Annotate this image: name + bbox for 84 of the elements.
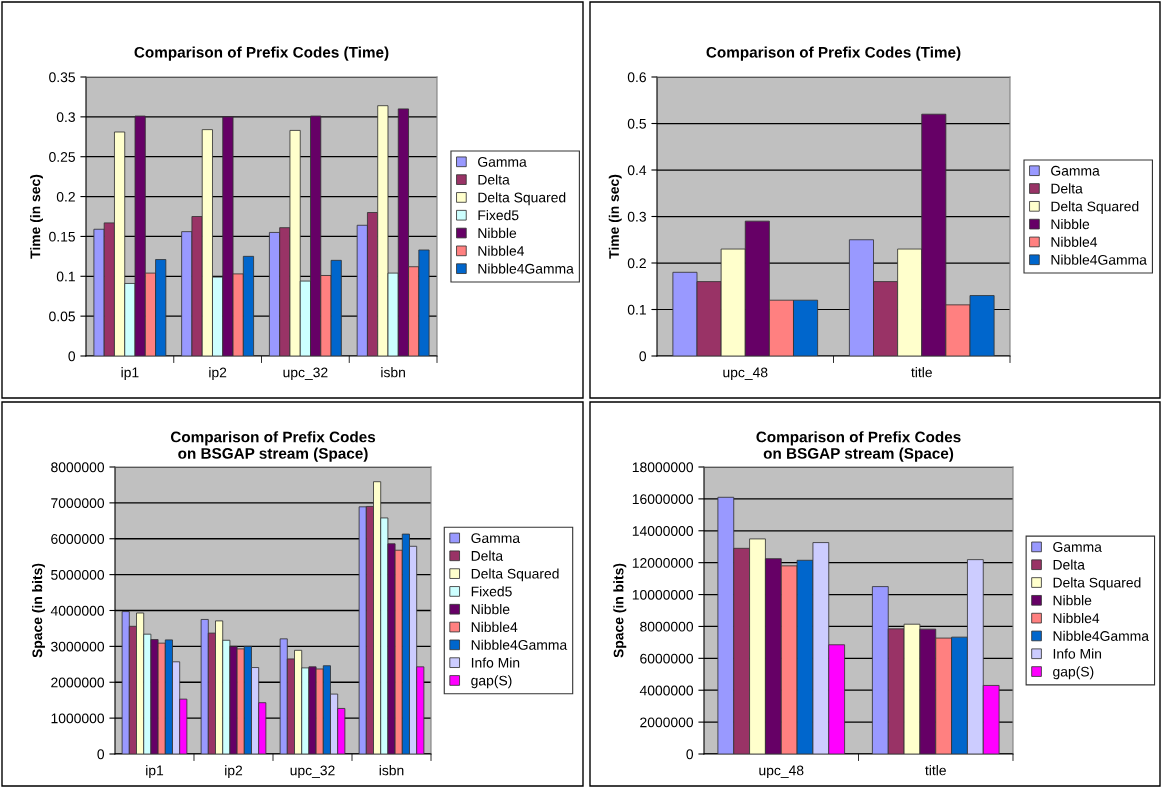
legend-label: Delta — [478, 174, 510, 185]
y-tick-label: 2000000 — [640, 717, 694, 728]
y-axis-title: Space (in bits) — [613, 563, 627, 658]
legend-label: Delta — [1051, 183, 1083, 194]
y-tick-label: 0.1 — [627, 304, 646, 315]
legend-label: Delta — [1053, 559, 1085, 570]
y-tick-label: 6000000 — [640, 653, 694, 664]
y-tick-label: 0.3 — [627, 211, 646, 222]
y-tick-label: 14000000 — [632, 526, 694, 536]
y-tick-label: 0.3 — [56, 112, 75, 123]
legend-label: Nibble — [478, 227, 517, 239]
legend-label: Delta Squared — [471, 568, 559, 582]
y-tick-label: 0.6 — [627, 72, 646, 83]
legend-label: Delta Squared — [1051, 201, 1139, 215]
chart-title: Comparison of Prefix Codes (Time) — [706, 46, 961, 61]
legend-label: Gamma — [1053, 542, 1102, 552]
legend-label: Gamma — [1051, 165, 1100, 176]
x-tick-label: upc_32 — [290, 765, 335, 779]
legend-label: Fixed5 — [471, 586, 512, 597]
legend-label: Nibble — [1051, 218, 1090, 230]
y-tick-label: 0.5 — [627, 118, 646, 129]
y-tick-label: 4000000 — [50, 605, 105, 616]
y-axis-title: Time (in sec) — [30, 174, 43, 259]
y-tick-label: 0 — [97, 749, 105, 760]
y-tick-label: 16000000 — [632, 494, 694, 505]
legend-label: Info Min — [1053, 648, 1102, 659]
y-tick-label: 5000000 — [51, 569, 105, 580]
x-tick-label: isbn — [379, 765, 404, 776]
y-axis-title: Time (in sec) — [608, 174, 622, 259]
y-tick-label: 1000000 — [51, 713, 105, 724]
legend-label: Info Min — [471, 657, 520, 668]
x-tick-label: ip1 — [121, 367, 139, 381]
y-tick-label: 7000000 — [51, 498, 105, 509]
y-tick-label: 0.4 — [627, 165, 647, 176]
y-tick-label: 0 — [639, 351, 647, 362]
legend-label: gap(S) — [1053, 666, 1094, 680]
legend-label: Nibble4 — [478, 245, 525, 256]
legend-label: Nibble4 — [1051, 236, 1098, 247]
y-tick-label: 0 — [686, 749, 694, 760]
x-tick-label: ip2 — [225, 765, 243, 779]
y-tick-label: 0.25 — [49, 152, 75, 162]
y-tick-label: 0.35 — [49, 72, 75, 83]
y-tick-label: 6000000 — [51, 534, 105, 544]
y-tick-label: 3000000 — [51, 641, 105, 652]
legend-label: Nibble4 — [471, 621, 518, 633]
legend-label: Nibble4Gamma — [471, 639, 568, 650]
y-tick-label: 2000000 — [51, 677, 105, 688]
legend-label: Nibble4Gamma — [478, 263, 574, 274]
legend-label: Nibble — [1053, 595, 1092, 606]
y-axis-title: Space (in bits) — [32, 563, 45, 658]
x-tick-label: title — [925, 765, 946, 776]
y-tick-label: 0.05 — [49, 311, 75, 322]
legend-label: Delta — [471, 550, 504, 561]
y-tick-label: 0.2 — [627, 258, 646, 269]
y-tick-label: 8000000 — [640, 621, 694, 632]
x-tick-label: upc_32 — [283, 367, 328, 381]
y-tick-label: 12000000 — [632, 558, 694, 568]
y-tick-label: 18000000 — [632, 462, 694, 473]
x-tick-label: ip2 — [209, 367, 227, 381]
y-tick-label: 0 — [68, 351, 76, 362]
x-tick-label: upc_48 — [723, 367, 768, 381]
legend-label: Nibble4Gamma — [1051, 254, 1147, 265]
y-tick-label: 0.15 — [49, 231, 75, 242]
x-tick-label: isbn — [381, 367, 405, 378]
legend-label: Gamma — [478, 156, 527, 167]
y-tick-label: 0.2 — [56, 191, 75, 202]
legend-label: Nibble4 — [1053, 612, 1100, 624]
x-tick-label: title — [911, 367, 932, 378]
legend-label: Nibble4Gamma — [1053, 630, 1149, 641]
legend-label: Gamma — [471, 533, 521, 543]
chart-title: Comparison of Prefix Codes on BSGAP stream (Space) — [170, 431, 376, 462]
legend-label: Delta Squared — [478, 192, 566, 206]
legend-label: Delta Squared — [1053, 577, 1141, 591]
chart-title: Comparison of Prefix Codes on BSGAP stream (Space) — [756, 431, 961, 462]
x-tick-label: upc_48 — [759, 765, 804, 779]
y-tick-label: 10000000 — [632, 589, 694, 600]
chart-title: Comparison of Prefix Codes (Time) — [134, 46, 389, 61]
y-tick-label: 4000000 — [639, 685, 694, 696]
x-tick-label: ip1 — [146, 765, 164, 779]
y-tick-label: 8000000 — [51, 462, 105, 473]
legend-label: Nibble — [471, 604, 510, 615]
y-tick-label: 0.1 — [56, 271, 75, 282]
legend-label: gap(S) — [471, 675, 512, 689]
legend-label: Fixed5 — [478, 210, 519, 221]
